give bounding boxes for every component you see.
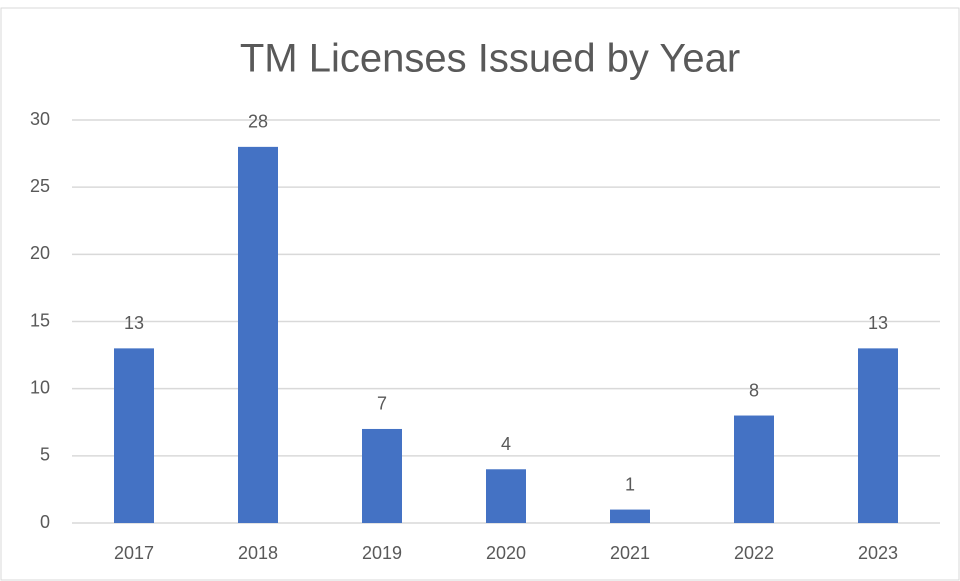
x-tick-label: 2018 [238,543,278,563]
bar [610,509,650,523]
chart-border [0,7,960,581]
x-tick-label: 2022 [734,543,774,563]
chart-title: TM Licenses Issued by Year [240,37,740,81]
data-label: 13 [124,313,144,333]
bar [114,348,154,523]
y-tick-label: 20 [30,243,50,263]
x-tick-label: 2017 [114,543,154,563]
x-tick-label: 2020 [486,543,526,563]
data-label: 8 [749,380,759,400]
data-label: 28 [248,112,268,132]
y-tick-label: 5 [40,445,50,465]
x-tick-label: 2021 [610,543,650,563]
data-label: 4 [501,434,511,454]
data-label: 1 [625,474,635,494]
y-tick-label: 10 [30,377,50,397]
y-tick-label: 30 [30,109,50,129]
data-label: 13 [868,313,888,333]
y-tick-label: 0 [40,512,50,532]
x-tick-label: 2023 [858,543,898,563]
bar [734,415,774,523]
y-tick-label: 25 [30,176,50,196]
x-tick-label: 2019 [362,543,402,563]
bar [486,469,526,523]
bar [858,348,898,523]
data-label: 7 [377,394,387,414]
bar [362,428,402,523]
bar [238,146,278,523]
y-tick-label: 15 [30,310,50,330]
